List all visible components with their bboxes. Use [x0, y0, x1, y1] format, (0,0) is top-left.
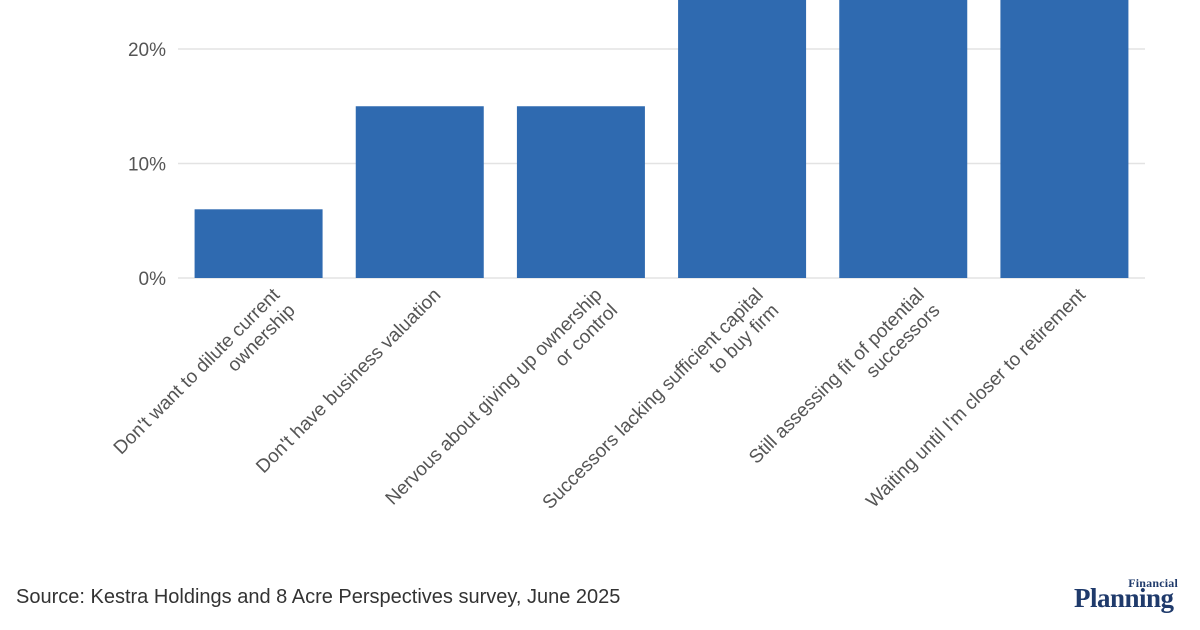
logo-small-text: Financial — [1128, 576, 1178, 590]
y-tick-label: 10% — [128, 155, 166, 176]
bar-2 — [355, 106, 484, 278]
x-tick-label-line: Don't want to dilute current — [110, 284, 285, 459]
bar-5 — [839, 0, 968, 278]
logo-big-text: Planning — [1074, 583, 1174, 613]
y-tick-label: 0% — [139, 269, 167, 290]
bar-1 — [194, 209, 323, 278]
financial-planning-logo: Financial Planning — [1070, 576, 1190, 616]
bar-3 — [516, 106, 645, 278]
bar-chart: 0%10%20%Don't want to dilute currentowne… — [110, 0, 1145, 514]
bar-4 — [678, 0, 807, 278]
source-note: Source: Kestra Holdings and 8 Acre Persp… — [16, 586, 621, 608]
bar-6 — [1000, 0, 1129, 278]
y-tick-label: 20% — [128, 40, 166, 61]
